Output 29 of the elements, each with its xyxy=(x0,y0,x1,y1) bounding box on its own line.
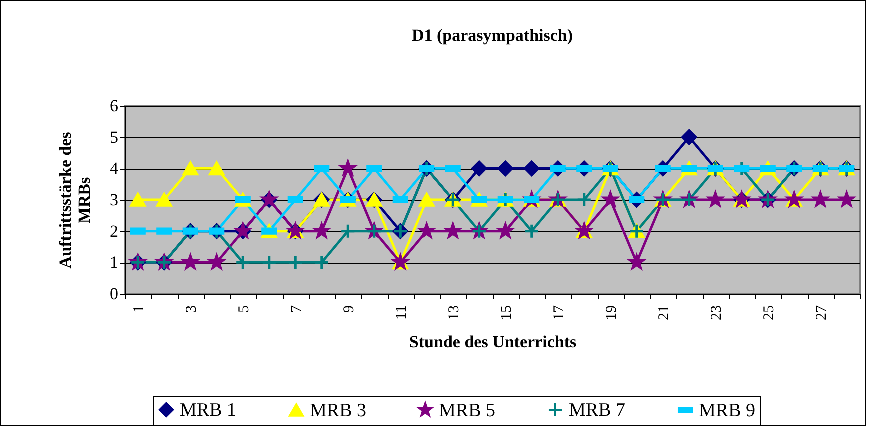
x-tick-label: 19 xyxy=(604,306,620,320)
legend-label: MRB 1 xyxy=(180,400,236,421)
legend-label: MRB 5 xyxy=(439,400,496,422)
x-tick-label: 5 xyxy=(236,306,253,313)
x-tick-label: 7 xyxy=(289,305,306,313)
x-tick-label: 3 xyxy=(184,306,200,313)
y-tick-label: 2 xyxy=(110,222,118,241)
x-tick-label: 13 xyxy=(446,306,463,320)
x-tick-label: 25 xyxy=(762,306,778,320)
x-tick-label: 15 xyxy=(499,306,516,320)
y-axis-title: Auftrittsstärke des MRBs xyxy=(56,132,94,269)
legend-label: MRB 7 xyxy=(569,400,626,421)
chart-title: D1 (parasympathisch) xyxy=(412,26,574,45)
x-tick-label: 23 xyxy=(709,306,726,320)
x-tick-label: 9 xyxy=(342,306,358,313)
y-tick-label: 0 xyxy=(110,284,118,304)
legend-label: MRB 3 xyxy=(310,400,366,422)
y-tick-label: 6 xyxy=(110,96,118,116)
x-axis-title: Stunde des Unterrichts xyxy=(409,332,577,352)
y-tick-label: 1 xyxy=(110,253,118,272)
y-tick-label: 5 xyxy=(110,128,118,147)
x-tick-label: 21 xyxy=(656,306,673,320)
x-tick-label: 11 xyxy=(394,306,410,320)
x-tick-label: 1 xyxy=(132,306,148,313)
y-tick-label: 3 xyxy=(110,190,118,210)
x-tick-label: 27 xyxy=(814,305,830,320)
legend-label: MRB 9 xyxy=(699,400,756,422)
y-tick-label: 4 xyxy=(110,159,119,178)
x-tick-label: 17 xyxy=(552,305,568,320)
